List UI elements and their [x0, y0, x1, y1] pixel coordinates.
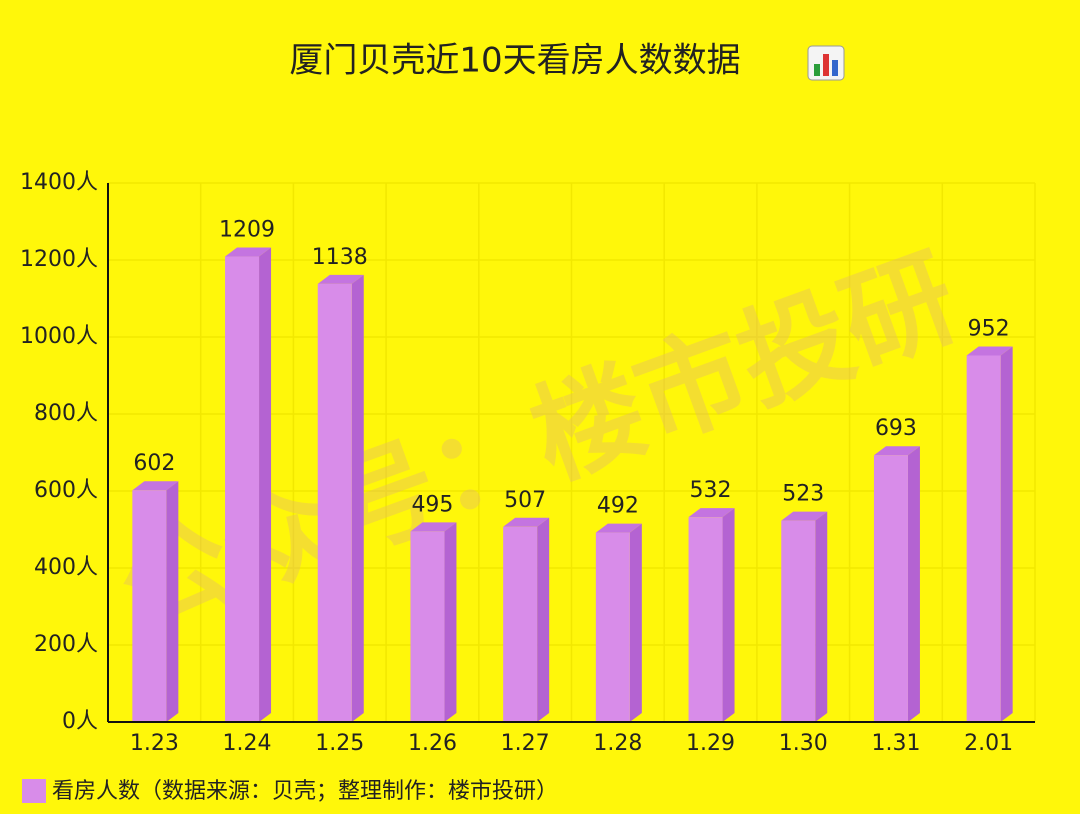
x-tick-label: 1.27 [501, 731, 550, 756]
data-label: 507 [504, 488, 546, 513]
data-label: 1209 [219, 218, 275, 243]
bar-top [688, 508, 735, 518]
bar-front [225, 256, 260, 722]
bar [410, 522, 457, 722]
data-label: 495 [411, 492, 453, 517]
bar-side [259, 247, 272, 722]
legend-label: 看房人数（数据来源：贝壳；整理制作：楼市投研） [52, 779, 558, 804]
y-tick-label: 200人 [34, 632, 98, 657]
y-tick-label: 1200人 [20, 247, 98, 272]
bar-top [317, 274, 364, 284]
legend-swatch [22, 779, 46, 803]
data-label: 1138 [312, 245, 368, 270]
bar [225, 247, 272, 722]
bar-front [781, 520, 816, 722]
y-tick-label: 600人 [34, 478, 98, 503]
bar [781, 511, 828, 722]
bar-side [629, 523, 642, 722]
bar-top [781, 511, 828, 521]
bar-top [132, 481, 179, 491]
x-tick-label: 1.26 [408, 731, 457, 756]
y-tick-label: 1400人 [20, 170, 98, 195]
data-label: 523 [782, 482, 824, 507]
bar-top [410, 522, 457, 532]
bar-front [410, 531, 445, 722]
bar-side [907, 446, 920, 722]
bar-side [537, 517, 550, 722]
bar [317, 274, 364, 722]
data-label: 602 [133, 451, 175, 476]
data-label: 952 [968, 316, 1010, 341]
bar-side [166, 481, 179, 722]
x-tick-label: 1.28 [593, 731, 642, 756]
x-tick-label: 1.23 [130, 731, 179, 756]
x-tick-label: 1.29 [686, 731, 735, 756]
bar-side [815, 511, 828, 722]
bar-top [966, 346, 1013, 356]
bar-front [595, 532, 630, 722]
y-tick-label: 400人 [34, 555, 98, 580]
bar-front [688, 517, 723, 722]
x-tick-label: 1.25 [315, 731, 364, 756]
bar-side [722, 508, 735, 722]
bar-top [873, 446, 920, 456]
bar-front [503, 526, 538, 722]
bar-side [444, 522, 457, 722]
data-label: 693 [875, 416, 917, 441]
bar-side [1000, 346, 1013, 722]
title-icon [807, 45, 845, 81]
bar [966, 346, 1013, 722]
x-tick-label: 1.31 [871, 731, 920, 756]
y-tick-label: 0人 [62, 709, 98, 734]
data-label: 492 [597, 494, 639, 519]
bar-front [132, 490, 167, 722]
bar [132, 481, 179, 722]
y-tick-label: 1000人 [20, 324, 98, 349]
x-tick-label: 1.30 [779, 731, 828, 756]
bar [688, 508, 735, 722]
bar-front [873, 455, 908, 722]
bar [503, 517, 550, 722]
bar-front [317, 283, 352, 722]
chart-title: 厦门贝壳近10天看房人数数据 [289, 41, 740, 81]
bar [873, 446, 920, 722]
bar-top [595, 523, 642, 533]
bar-top [503, 517, 550, 527]
data-label: 532 [690, 478, 732, 503]
x-tick-label: 1.24 [223, 731, 272, 756]
bar-front [966, 355, 1001, 722]
bar-top [225, 247, 272, 257]
bar-side [351, 274, 364, 722]
y-tick-label: 800人 [34, 401, 98, 426]
x-tick-label: 2.01 [964, 731, 1013, 756]
bar [595, 523, 642, 722]
